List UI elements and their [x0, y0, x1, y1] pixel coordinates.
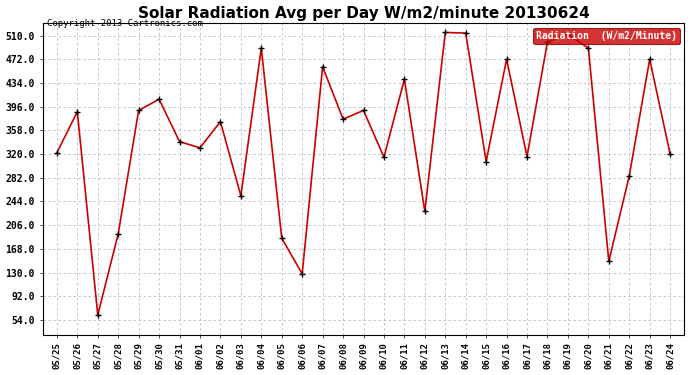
Text: Copyright 2013 Cartronics.com: Copyright 2013 Cartronics.com — [47, 20, 203, 28]
Legend: Radiation  (W/m2/Minute): Radiation (W/m2/Minute) — [533, 28, 680, 44]
Title: Solar Radiation Avg per Day W/m2/minute 20130624: Solar Radiation Avg per Day W/m2/minute … — [137, 6, 589, 21]
